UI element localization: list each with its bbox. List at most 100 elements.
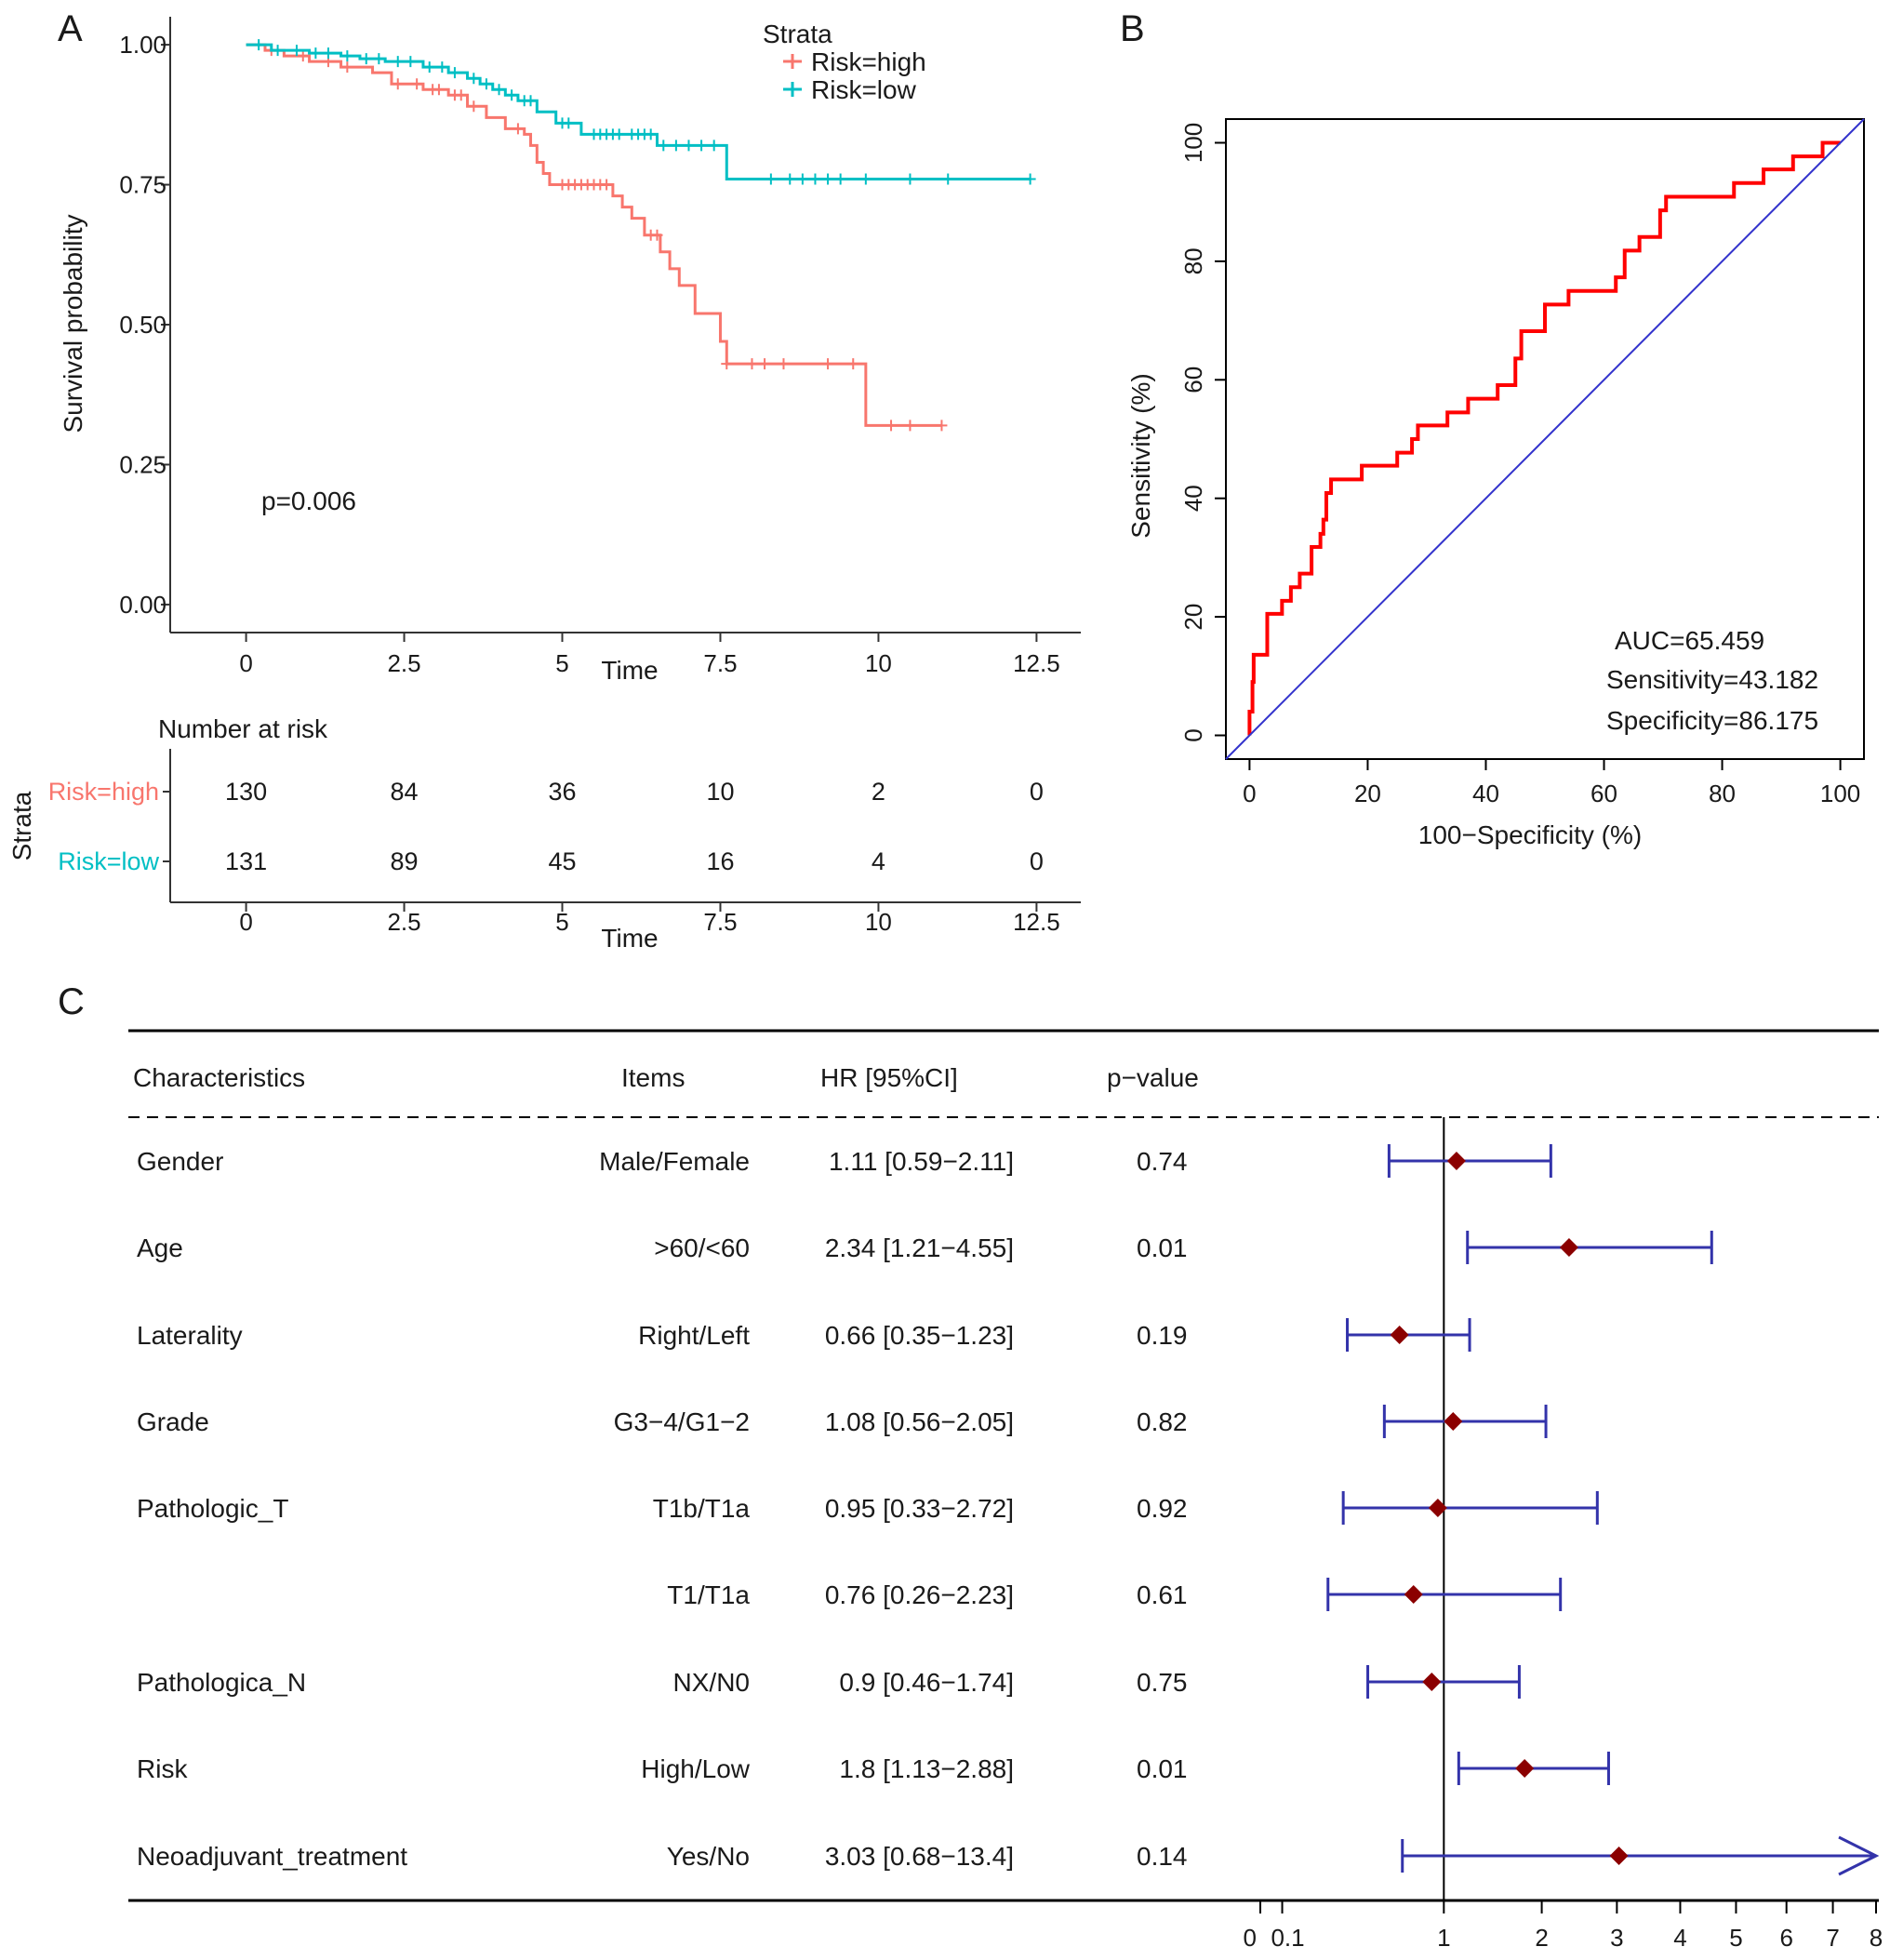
forest-header-items: Items bbox=[621, 1063, 685, 1092]
forest-hr-marker bbox=[1422, 1673, 1442, 1691]
km-y-tick-label: 1.00 bbox=[119, 31, 166, 59]
forest-hr-text: 3.03 [0.68−13.4] bbox=[825, 1842, 1014, 1871]
roc-frame bbox=[1225, 118, 1865, 760]
risk-table-cell: 0 bbox=[1030, 847, 1044, 875]
km-censor-mark bbox=[765, 173, 777, 185]
km-censor-mark bbox=[904, 420, 916, 432]
forest-hr-text: 0.95 [0.33−2.72] bbox=[825, 1494, 1014, 1523]
km-censor-mark bbox=[942, 173, 954, 185]
km-x-axis-title: Time bbox=[601, 656, 658, 685]
roc-x-axis-title: 100−Specificity (%) bbox=[1418, 820, 1642, 849]
forest-item: Male/Female bbox=[599, 1147, 750, 1176]
forest-axis-tick-label: 5 bbox=[1729, 1924, 1742, 1952]
km-y-tick-label: 0.50 bbox=[119, 311, 166, 339]
forest-axis-tick-label: 1 bbox=[1437, 1924, 1450, 1952]
forest-axis-tick-label: 8 bbox=[1870, 1924, 1883, 1952]
risk-table: Number at risk Strata Time 0 2.5 5 7.5 10 12.… bbox=[7, 714, 1081, 953]
km-legend-title: Strata bbox=[763, 20, 832, 48]
km-censor-mark bbox=[759, 358, 771, 370]
km-censor-mark bbox=[847, 358, 859, 370]
forest-axis-tick-label: 6 bbox=[1779, 1924, 1792, 1952]
km-pvalue: p=0.006 bbox=[261, 487, 356, 515]
forest-axis-tick-label: 3 bbox=[1610, 1924, 1623, 1952]
roc-y-tick-label: 20 bbox=[1179, 604, 1207, 631]
risk-table-body: 0 2.5 5 7.5 10 12.5 Risk=high 130 84 36 10 2 0 Risk=l… bbox=[48, 749, 1081, 936]
km-censor-mark bbox=[613, 128, 625, 140]
roc-y-tick-label: 100 bbox=[1179, 123, 1207, 163]
km-x-tick-label: 12.5 bbox=[1013, 649, 1060, 677]
forest-characteristic: Pathologic_T bbox=[137, 1494, 288, 1523]
km-censor-mark bbox=[423, 61, 435, 73]
km-censor-mark bbox=[455, 89, 467, 101]
km-censor-mark bbox=[904, 173, 916, 185]
roc-x-tick-label: 100 bbox=[1820, 780, 1860, 807]
risk-table-x-tick-label: 0 bbox=[239, 908, 252, 936]
km-censor-mark bbox=[310, 47, 322, 60]
km-x-tick-label: 5 bbox=[555, 649, 568, 677]
risk-table-x-tick-label: 2.5 bbox=[387, 908, 420, 936]
forest-characteristic: Pathologica_N bbox=[137, 1668, 306, 1697]
km-censor-mark bbox=[683, 140, 695, 152]
forest-item: Yes/No bbox=[667, 1842, 750, 1871]
roc-body: 0 20 40 60 80 100 0 20 40 60 80 100 bbox=[1179, 118, 1865, 807]
forest-axis-tick-label: 4 bbox=[1673, 1924, 1686, 1952]
panel-label-a: A bbox=[58, 8, 83, 49]
forest-characteristic: Grade bbox=[137, 1407, 209, 1436]
forest-p-value: 0.92 bbox=[1137, 1494, 1188, 1523]
risk-table-cell: 10 bbox=[706, 778, 734, 806]
km-censor-mark bbox=[721, 358, 733, 370]
risk-table-cell: 45 bbox=[548, 847, 576, 875]
km-censor-mark bbox=[822, 173, 834, 185]
risk-table-x-tick-label: 12.5 bbox=[1013, 908, 1060, 936]
km-censor-mark bbox=[696, 140, 708, 152]
risk-table-cell: 16 bbox=[706, 847, 734, 875]
forest-p-value: 0.01 bbox=[1137, 1233, 1188, 1262]
km-curve-low bbox=[246, 43, 1031, 181]
risk-table-cell: 130 bbox=[225, 778, 267, 806]
risk-table-cell: 89 bbox=[391, 847, 419, 875]
km-censor-mark bbox=[651, 229, 663, 241]
km-censor-mark bbox=[822, 358, 834, 370]
forest-hr-marker bbox=[1404, 1585, 1423, 1604]
km-censor-mark bbox=[392, 56, 404, 68]
forest-item: Right/Left bbox=[638, 1321, 750, 1350]
km-censor-mark bbox=[1024, 173, 1036, 185]
roc-y-tick-label: 40 bbox=[1179, 485, 1207, 512]
forest-p-value: 0.61 bbox=[1137, 1580, 1188, 1609]
forest-header-hr: HR [95%CI] bbox=[820, 1063, 958, 1092]
km-censor-mark bbox=[468, 100, 480, 113]
km-censor-mark bbox=[272, 45, 284, 57]
risk-table-x-title: Time bbox=[601, 924, 658, 953]
km-censor-mark bbox=[563, 117, 575, 129]
forest-axis-tick-label: 2 bbox=[1535, 1924, 1548, 1952]
km-censor-mark bbox=[708, 140, 720, 152]
forest-characteristic: Laterality bbox=[137, 1321, 243, 1350]
km-censor-mark bbox=[601, 179, 613, 191]
forest-item: High/Low bbox=[641, 1754, 751, 1783]
panel-label-c: C bbox=[58, 981, 85, 1022]
forest-hr-marker bbox=[1446, 1152, 1466, 1170]
km-censor-mark bbox=[405, 56, 417, 68]
forest-hr-marker bbox=[1428, 1499, 1447, 1517]
km-x-tick-label: 7.5 bbox=[703, 649, 737, 677]
km-censor-mark bbox=[480, 78, 492, 90]
forest-plot: Characteristics Items HR [95%CI] p−value… bbox=[128, 1029, 1883, 1952]
roc-x-tick-label: 40 bbox=[1472, 780, 1499, 807]
forest-characteristic: Neoadjuvant_treatment bbox=[137, 1842, 407, 1871]
forest-p-value: 0.75 bbox=[1137, 1668, 1188, 1697]
roc-x-tick-label: 80 bbox=[1709, 780, 1736, 807]
forest-characteristic: Gender bbox=[137, 1147, 223, 1176]
km-censor-mark bbox=[433, 84, 445, 96]
panel-label-b: B bbox=[1120, 8, 1145, 49]
forest-hr-text: 1.11 [0.59−2.11] bbox=[829, 1147, 1014, 1176]
km-censor-mark bbox=[525, 95, 537, 107]
km-censor-mark bbox=[360, 53, 372, 65]
forest-p-value: 0.14 bbox=[1137, 1842, 1188, 1871]
forest-axis-tick-label: 7 bbox=[1826, 1924, 1839, 1952]
roc-y-tick-label: 80 bbox=[1179, 247, 1207, 274]
km-censor-mark bbox=[885, 420, 898, 432]
forest-p-value: 0.19 bbox=[1137, 1321, 1188, 1350]
risk-table-cell: 0 bbox=[1030, 778, 1044, 806]
km-curve-high bbox=[246, 43, 942, 427]
km-axes: 0 2.5 5 7.5 10 12.5 0.00 0.25 0.50 0.75 1.00 bbox=[119, 17, 1081, 677]
